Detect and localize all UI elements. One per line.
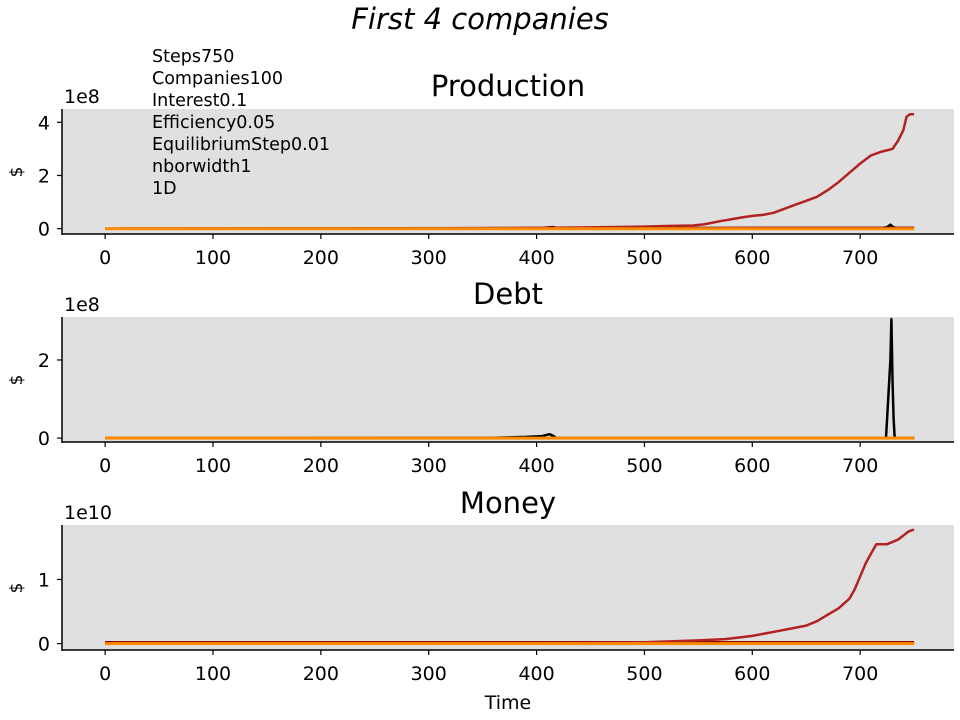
y-tick-label: 1	[38, 569, 50, 591]
panel-money: 0 100 200 300 400 500 600 700 0 1 1e10 Money $ Time	[7, 486, 954, 714]
param-interest: Interest0.1	[152, 91, 247, 111]
x-tick-label: 300	[411, 663, 447, 685]
plot-area	[62, 317, 954, 442]
x-tick-label: 700	[842, 455, 878, 477]
y-axis-label: $	[7, 167, 27, 178]
x-tick-label: 300	[411, 247, 447, 269]
x-tick-label: 300	[411, 455, 447, 477]
x-tick-label: 400	[518, 455, 554, 477]
param-equilibrium-step: EquilibriumStep0.01	[152, 135, 330, 155]
param-steps: Steps750	[152, 47, 234, 67]
x-tick-label: 500	[626, 455, 662, 477]
panel-title: Production	[431, 69, 585, 103]
x-axis-label: Time	[484, 692, 532, 714]
x-tick-label: 100	[195, 663, 231, 685]
x-tick-label: 700	[842, 247, 878, 269]
axis-offset-text: 1e8	[64, 86, 100, 108]
panel-production: 0 100 200 300 400 500 600 700 0 2 4 1e8 Production $	[7, 69, 954, 269]
x-tick-label: 700	[842, 663, 878, 685]
x-tick-label: 400	[518, 663, 554, 685]
x-tick-label: 600	[734, 663, 770, 685]
x-tick-label: 0	[99, 455, 111, 477]
axis-offset-text: 1e10	[64, 502, 112, 524]
y-tick-label: 0	[38, 634, 50, 656]
panel-debt: 0 100 200 300 400 500 600 700 0 2 1e8 Debt $	[7, 277, 954, 477]
x-tick-label: 500	[626, 663, 662, 685]
plot-area	[62, 525, 954, 650]
x-tick-label: 200	[303, 663, 339, 685]
x-tick-label: 100	[195, 247, 231, 269]
panel-title: Money	[460, 486, 556, 520]
x-tick-label: 0	[99, 663, 111, 685]
y-tick-label: 2	[38, 165, 50, 187]
x-tick-label: 0	[99, 247, 111, 269]
y-tick-label: 0	[38, 428, 50, 450]
plot-area	[62, 109, 954, 234]
x-tick-label: 200	[303, 247, 339, 269]
axis-offset-text: 1e8	[64, 294, 100, 316]
x-tick-label: 100	[195, 455, 231, 477]
param-efficiency: Efficiency0.05	[152, 113, 275, 133]
x-tick-label: 400	[518, 247, 554, 269]
y-axis-label: $	[7, 583, 27, 594]
x-tick-label: 500	[626, 247, 662, 269]
x-tick-label: 200	[303, 455, 339, 477]
x-tick-label: 600	[734, 455, 770, 477]
param-nborwidth: nborwidth1	[152, 157, 251, 177]
series-line-3	[105, 528, 915, 645]
y-tick-label: 2	[38, 350, 50, 372]
parameter-list: Steps750 Companies100 Interest0.1 Effici…	[152, 47, 330, 199]
figure-title: First 4 companies	[351, 2, 609, 36]
y-tick-label: 0	[38, 219, 50, 241]
y-tick-label: 4	[38, 112, 50, 134]
x-tick-label: 600	[734, 247, 770, 269]
panel-title: Debt	[473, 277, 543, 311]
param-dimension: 1D	[152, 179, 177, 199]
series-line-3	[105, 113, 915, 230]
param-companies: Companies100	[152, 69, 283, 89]
y-axis-label: $	[7, 375, 27, 386]
